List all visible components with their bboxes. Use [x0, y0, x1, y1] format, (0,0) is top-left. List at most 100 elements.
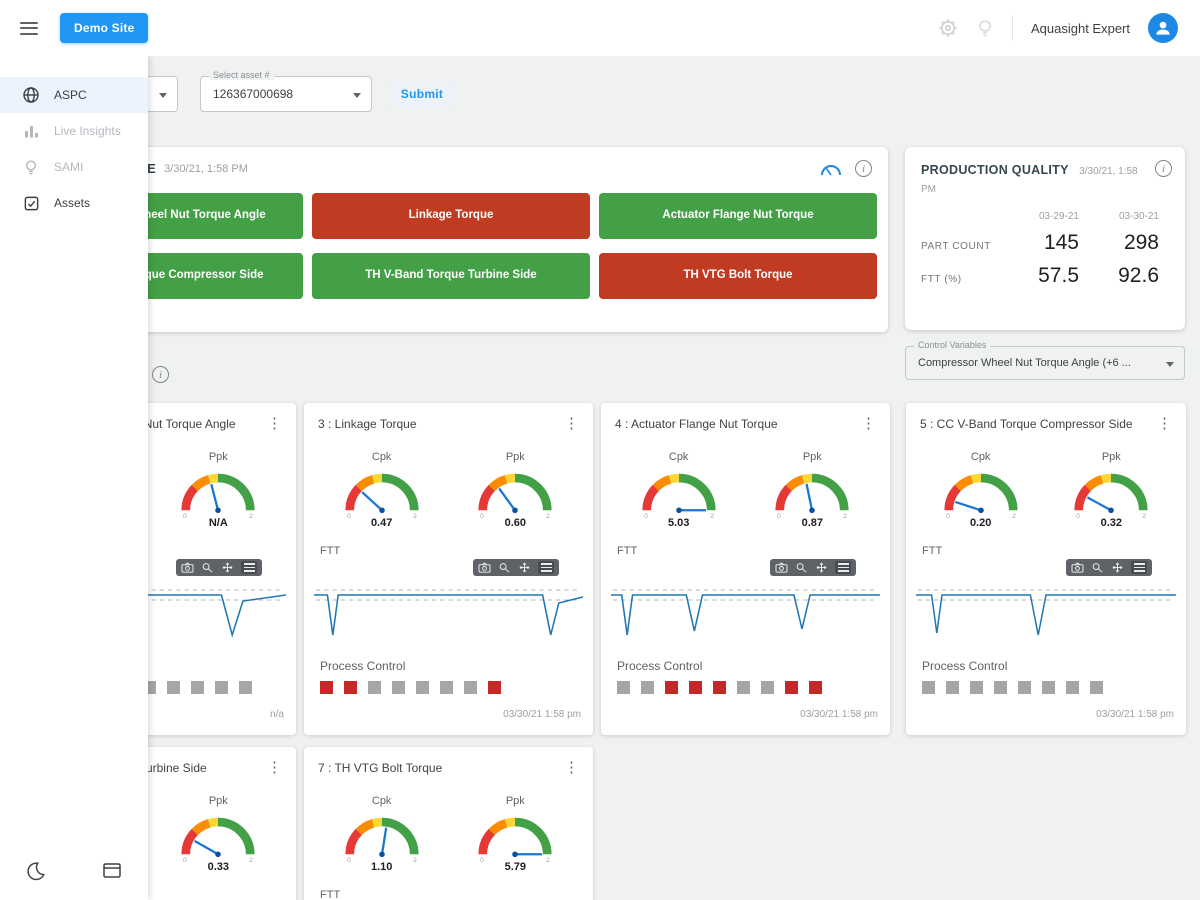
- zoom-icon[interactable]: [498, 562, 511, 573]
- window-icon[interactable]: [102, 861, 122, 886]
- cpk-gauge: Cpk 0 2 0.20: [925, 451, 1037, 529]
- submit-button[interactable]: Submit: [390, 80, 454, 108]
- pan-icon[interactable]: [518, 562, 531, 573]
- svg-text:2: 2: [547, 513, 551, 519]
- gauge-label: Ppk: [505, 795, 525, 807]
- hamburger-menu-icon[interactable]: [20, 21, 38, 35]
- cell-value: 298: [1123, 231, 1159, 254]
- gauge-toggle-icon[interactable]: [819, 161, 843, 177]
- ppk-gauge: Ppk 0 2 0.87: [756, 451, 868, 529]
- site-button[interactable]: Demo Site: [60, 13, 149, 43]
- status-th-vband-torque-turbine-side[interactable]: TH V-Band Torque Turbine Side: [312, 253, 590, 299]
- settings-gear-icon[interactable]: [938, 18, 958, 38]
- lightbulb-icon[interactable]: [976, 18, 994, 38]
- camera-icon[interactable]: [775, 562, 788, 573]
- gauge-value: 0.32: [1100, 517, 1123, 529]
- chevron-down-icon: [159, 93, 167, 98]
- bulb-icon: [22, 158, 40, 176]
- kebab-menu-icon[interactable]: [560, 417, 583, 431]
- user-avatar[interactable]: [1148, 13, 1178, 43]
- status-linkage-torque[interactable]: Linkage Torque: [312, 193, 590, 239]
- chart-card: 4 : Actuator Flange Nut Torque Cpk 0 2 5.0…: [601, 403, 890, 735]
- sidebar-item-label: SAMI: [54, 160, 84, 174]
- chart-card: 5 : CC V-Band Torque Compressor Side Cpk…: [906, 403, 1186, 735]
- chart-card-title: 7 : TH VTG Bolt Torque: [318, 761, 443, 775]
- cpk-gauge: Cpk 0 2 1.10: [326, 795, 438, 873]
- chart-modebar: [770, 559, 856, 576]
- production-quality-timestamp: 3/30/21, 1:58 PM: [921, 166, 1138, 195]
- dark-mode-moon-icon[interactable]: [26, 861, 46, 886]
- svg-text:2: 2: [250, 513, 254, 519]
- status-grid: Compressor Wheel Nut Torque Angle Linkag…: [25, 193, 877, 299]
- sparkline-chart: FTT: [916, 545, 1176, 643]
- svg-text:2: 2: [844, 513, 848, 519]
- sidebar-item-assets[interactable]: Assets: [0, 185, 148, 221]
- chevron-down-icon: [353, 93, 361, 98]
- process-control-squares: [320, 681, 501, 694]
- status-th-vtg-bolt-torque[interactable]: TH VTG Bolt Torque: [599, 253, 877, 299]
- zoom-icon[interactable]: [795, 562, 808, 573]
- asset-select[interactable]: Select asset # 126367000698: [200, 70, 372, 112]
- chart-timestamp: n/a: [270, 709, 284, 720]
- gauge-value: 0.87: [801, 517, 824, 529]
- topbar-right: Aquasight Expert: [938, 13, 1178, 43]
- table-row: FTT (%) 57.5 92.6: [905, 264, 1185, 288]
- menu-icon[interactable]: [538, 561, 554, 574]
- info-icon[interactable]: [1155, 160, 1172, 177]
- menu-icon[interactable]: [835, 561, 851, 574]
- asset-select-label: Select asset #: [209, 70, 274, 80]
- svg-text:0: 0: [183, 857, 187, 863]
- kebab-menu-icon[interactable]: [263, 417, 286, 431]
- gauge-label: Ppk: [802, 451, 822, 463]
- svg-text:0: 0: [644, 513, 648, 519]
- chart-card-title: 4 : Actuator Flange Nut Torque: [615, 417, 778, 431]
- gauge-value: 1.10: [370, 861, 393, 873]
- pan-icon[interactable]: [815, 562, 828, 573]
- sidebar-item-label: ASPC: [54, 88, 87, 102]
- gauge-label: Cpk: [371, 795, 392, 807]
- live-panel-timestamp: 3/30/21, 1:58 PM: [164, 162, 248, 175]
- chart-card: 3 : Linkage Torque Cpk 0 2 0.47 Ppk 0 2 0.60…: [304, 403, 593, 735]
- camera-icon[interactable]: [1071, 562, 1084, 573]
- camera-icon[interactable]: [478, 562, 491, 573]
- menu-icon[interactable]: [241, 561, 257, 574]
- zoom-icon[interactable]: [1091, 562, 1104, 573]
- production-quality-table: 03-29-21 03-30-21 PART COUNT 145 298 FTT…: [905, 211, 1185, 288]
- main-content: Select asset # 126367000698 Submit LIVE …: [0, 56, 1200, 900]
- gauge-value: 0.60: [504, 517, 527, 529]
- ppk-gauge: Ppk 0 2 N/A: [162, 451, 274, 529]
- gauge-label: Ppk: [1101, 451, 1121, 463]
- cell-value: 92.6: [1118, 264, 1159, 287]
- kebab-menu-icon[interactable]: [1153, 417, 1176, 431]
- zoom-icon[interactable]: [201, 562, 214, 573]
- globe-icon: [22, 86, 40, 104]
- info-icon[interactable]: [855, 160, 872, 177]
- bar-chart-icon: [22, 122, 40, 140]
- sidebar-item-live-insights[interactable]: Live Insights: [0, 113, 148, 149]
- kebab-menu-icon[interactable]: [560, 761, 583, 775]
- sidebar-item-sami[interactable]: SAMI: [0, 149, 148, 185]
- kebab-menu-icon[interactable]: [263, 761, 286, 775]
- menu-icon[interactable]: [1131, 561, 1147, 574]
- chart-card: 7 : TH VTG Bolt Torque Cpk 0 2 1.10 Ppk 0 2…: [304, 747, 593, 900]
- camera-icon[interactable]: [181, 562, 194, 573]
- column-header: 03-29-21: [1038, 211, 1079, 222]
- chart-card-title: 3 : Linkage Torque: [318, 417, 417, 431]
- cpk-gauge: Cpk 0 2 0.47: [326, 451, 438, 529]
- gauge-value: 0.47: [370, 517, 393, 529]
- control-variables-value: Compressor Wheel Nut Torque Angle (+6 ..…: [918, 357, 1131, 369]
- pan-icon[interactable]: [1111, 562, 1124, 573]
- pan-icon[interactable]: [221, 562, 234, 573]
- gauge-value: 5.79: [504, 861, 527, 873]
- ppk-gauge: Ppk 0 2 0.60: [459, 451, 571, 529]
- sidebar-item-aspc[interactable]: ASPC: [0, 77, 148, 113]
- status-actuator-flange-nut-torque[interactable]: Actuator Flange Nut Torque: [599, 193, 877, 239]
- svg-text:2: 2: [413, 857, 417, 863]
- sparkline-chart: FTT: [314, 545, 583, 643]
- info-icon[interactable]: [152, 366, 169, 383]
- svg-text:0: 0: [347, 857, 351, 863]
- svg-text:2: 2: [250, 857, 254, 863]
- control-variables-select[interactable]: Control Variables Compressor Wheel Nut T…: [905, 340, 1185, 380]
- kebab-menu-icon[interactable]: [857, 417, 880, 431]
- gauge-label: Ppk: [208, 795, 228, 807]
